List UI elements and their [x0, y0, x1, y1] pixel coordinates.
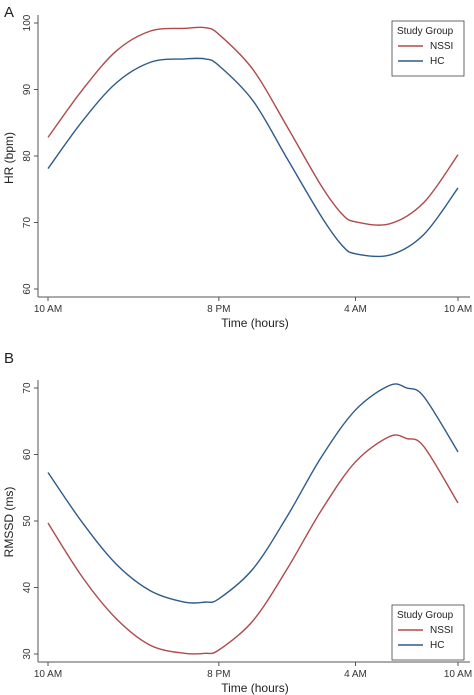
- panel-b-x-tick-label: 8 PM: [207, 669, 230, 680]
- panel-a-y-tick-label: 60: [22, 283, 33, 295]
- panel-b-y-tick-label: 30: [22, 648, 33, 660]
- panel-b: B RMSSD (ms) Time (hours) 30 40 50 60 70 10 A…: [2, 350, 472, 695]
- panel-a-series-line-hc: [47, 57, 459, 258]
- panel-a-y-tick-label: 80: [22, 150, 33, 162]
- panel-a-legend-label-hc: HC: [430, 56, 444, 67]
- panel-a-x-tick-label: 8 PM: [207, 304, 230, 315]
- panel-a-label: A: [4, 4, 14, 21]
- panel-b-legend-label-hc: HC: [430, 640, 444, 651]
- panel-a-y-tick-label: 70: [22, 217, 33, 229]
- panel-b-legend-title: Study Group: [397, 610, 454, 621]
- panel-b-y-tick-label: 40: [22, 582, 33, 594]
- panel-a-x-tick-label: 10 AM: [34, 304, 62, 315]
- panel-a-y-tick-label: 90: [22, 84, 33, 96]
- panel-b-y-tick-label: 70: [22, 382, 33, 394]
- panel-b-series-line-hc: [47, 383, 459, 604]
- panel-b-x-tick-label: 10 AM: [444, 669, 472, 680]
- panel-a-legend-label-nssi: NSSI: [430, 41, 453, 52]
- panel-b-x-tick-label: 4 AM: [344, 669, 367, 680]
- panel-a-series-line-nssi: [47, 26, 459, 226]
- panel-b-y-tick-label: 50: [22, 515, 33, 527]
- panel-a-y-tick-label: 100: [22, 14, 33, 31]
- panel-b-legend-label-nssi: NSSI: [430, 625, 453, 636]
- panel-b-y-axis-title: RMSSD (ms): [2, 487, 16, 558]
- panel-b-x-axis-title: Time (hours): [221, 681, 289, 695]
- panel-b-legend-box: [391, 604, 465, 661]
- panel-a-x-axis-title: Time (hours): [221, 316, 289, 330]
- panel-a-legend-title: Study Group: [397, 26, 454, 37]
- panel-a-legend-box: [391, 20, 465, 77]
- panel-b-y-tick-label: 60: [22, 449, 33, 461]
- panel-b-x-tick-label: 10 AM: [34, 669, 62, 680]
- panel-b-label: B: [4, 350, 14, 367]
- panel-a: A HR (bpm) Time (hours) 60 70 80 90 100 10 AM…: [2, 4, 472, 330]
- panel-a-x-tick-label: 10 AM: [444, 304, 472, 315]
- panel-a-y-axis-title: HR (bpm): [2, 132, 16, 184]
- panel-a-x-tick-label: 4 AM: [344, 304, 367, 315]
- panel-b-series-line-nssi: [47, 434, 459, 655]
